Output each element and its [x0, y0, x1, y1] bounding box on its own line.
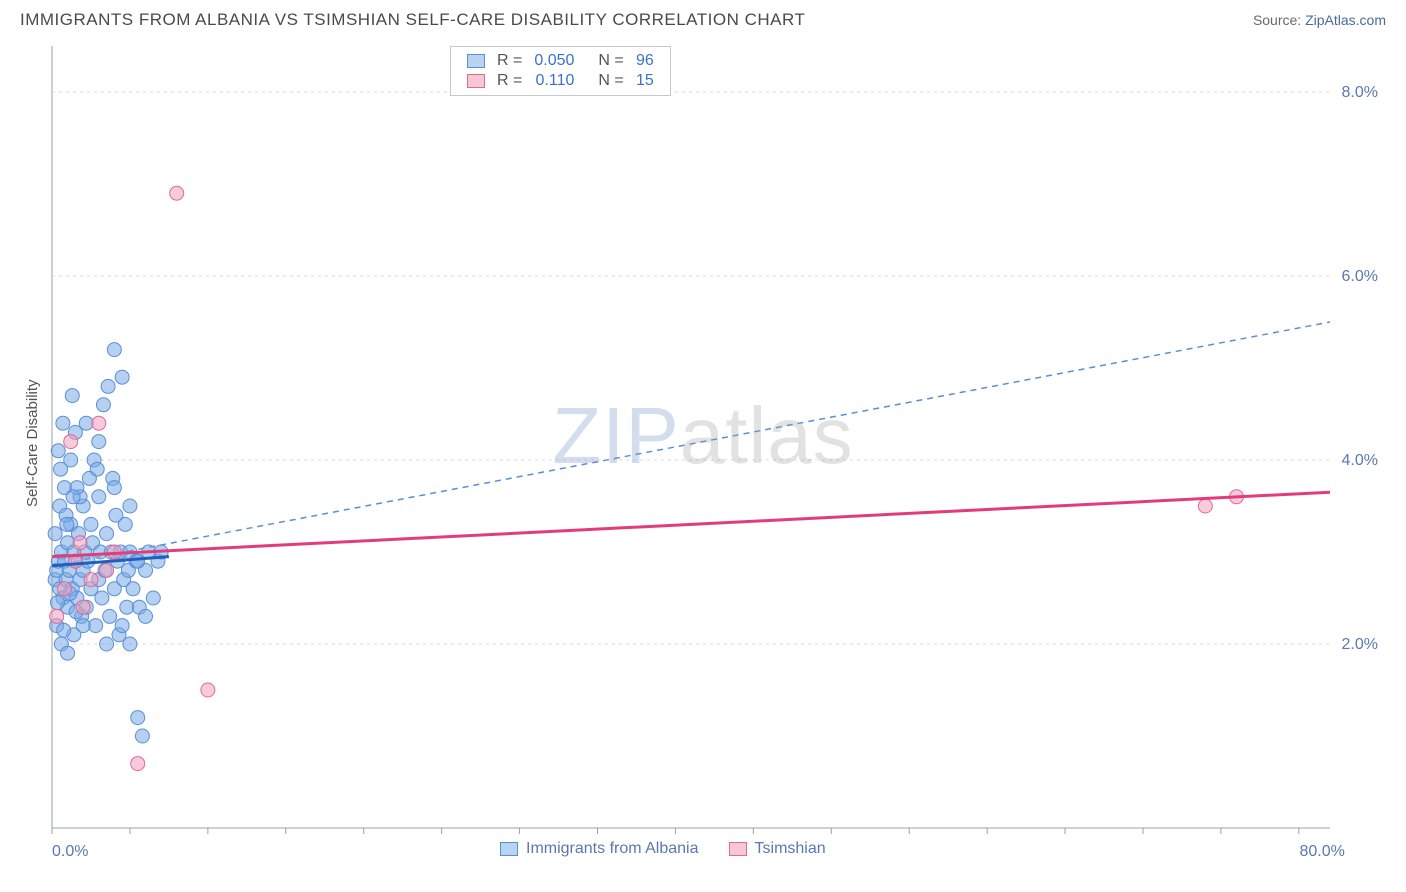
source-link[interactable]: ZipAtlas.com: [1305, 12, 1386, 28]
svg-text:80.0%: 80.0%: [1299, 843, 1344, 860]
svg-text:0.0%: 0.0%: [52, 843, 88, 860]
legend-item[interactable]: Immigrants from Albania: [500, 840, 699, 858]
legend-item[interactable]: Tsimshian: [729, 840, 826, 858]
svg-text:6.0%: 6.0%: [1342, 268, 1378, 285]
legend-series: Immigrants from Albania Tsimshian: [500, 840, 826, 858]
chart-header: IMMIGRANTS FROM ALBANIA VS TSIMSHIAN SEL…: [0, 0, 1406, 38]
chart-title: IMMIGRANTS FROM ALBANIA VS TSIMSHIAN SEL…: [20, 10, 805, 30]
y-axis-label: Self-Care Disability: [24, 379, 41, 507]
chart-area: 2.0%4.0%6.0%8.0%0.0%80.0% ZIPatlas R =0.…: [0, 38, 1406, 868]
svg-text:2.0%: 2.0%: [1342, 636, 1378, 653]
svg-text:8.0%: 8.0%: [1342, 84, 1378, 101]
svg-text:4.0%: 4.0%: [1342, 452, 1378, 469]
source-attribution: Source: ZipAtlas.com: [1253, 12, 1386, 28]
scatter-chart-svg: 2.0% 4.0% 6.0% 8.0% 0.0% 80.0%: [0, 38, 1406, 868]
legend-stats-box: R =0.050N =96R =0.110N =15: [450, 46, 671, 96]
